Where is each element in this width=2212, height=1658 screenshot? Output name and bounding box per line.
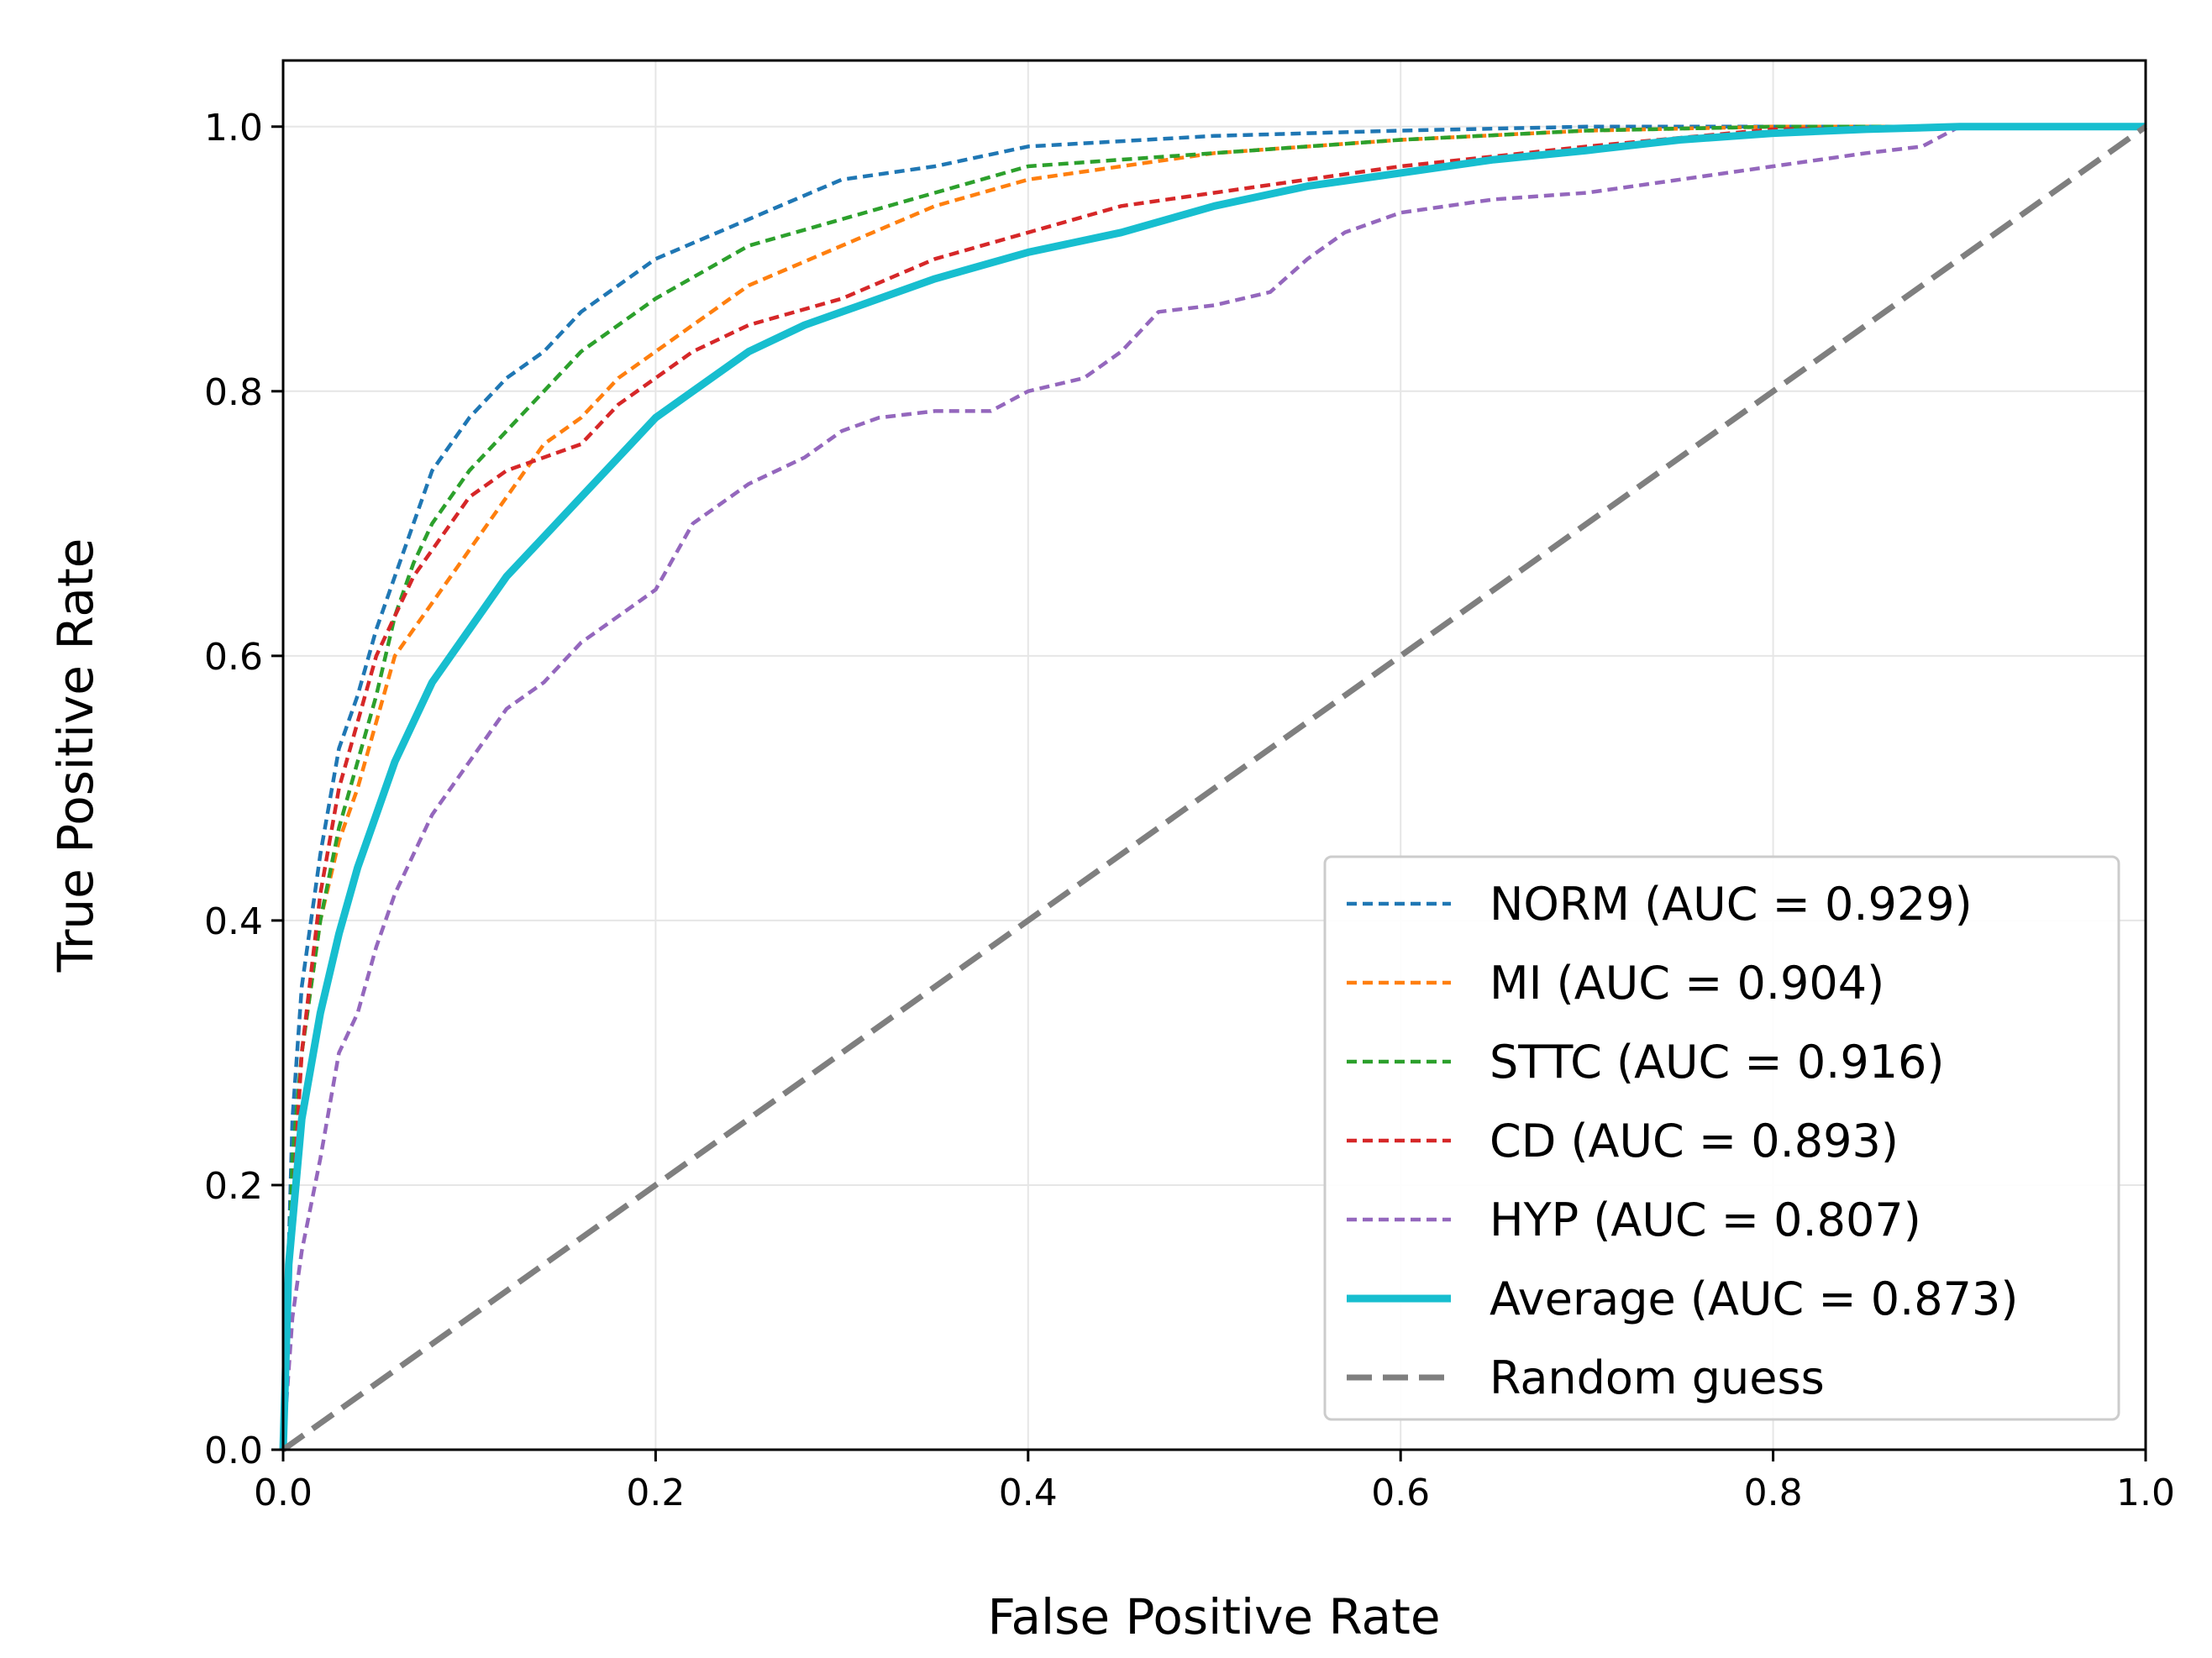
legend-label: CD (AUC = 0.893) [1490, 1115, 1899, 1167]
grid [282, 60, 2146, 1451]
series-line-cd [281, 124, 2146, 1451]
series-line-mi [281, 124, 2146, 1451]
plot-frame [281, 59, 2147, 1451]
x-tick-label: 0.8 [1744, 1472, 1803, 1514]
legend-box [1323, 855, 2120, 1421]
y-tick-label: 0.6 [204, 636, 263, 679]
y-tick-label: 0.2 [204, 1165, 263, 1208]
legend-label: STTC (AUC = 0.916) [1490, 1036, 1944, 1089]
y-tick-label: 0.8 [204, 371, 263, 414]
legend-label: HYP (AUC = 0.807) [1490, 1194, 1921, 1246]
legend-label: MI (AUC = 0.904) [1490, 957, 1884, 1010]
x-tick-label: 0.0 [254, 1472, 313, 1514]
series-line-norm [281, 124, 2146, 1451]
series-layer [279, 123, 2148, 1452]
y-tick-label: 0.4 [204, 900, 263, 943]
series-line-hyp [281, 124, 2146, 1451]
x-tick-label: 0.4 [999, 1472, 1058, 1514]
y-tick-label: 1.0 [204, 107, 263, 150]
legend-label: Random guess [1490, 1351, 1825, 1404]
series-line-average [279, 123, 2146, 1451]
legend-label: Average (AUC = 0.873) [1490, 1272, 2018, 1325]
x-tick-label: 0.2 [626, 1472, 685, 1514]
y-tick-label: 0.0 [204, 1430, 263, 1472]
legend: NORM (AUC = 0.929) MI (AUC = 0.904) STTC (… [1323, 855, 2120, 1421]
x-tick-label: 1.0 [2116, 1472, 2175, 1514]
legend-label: NORM (AUC = 0.929) [1490, 878, 1973, 931]
x-tick-label: 0.6 [1371, 1472, 1430, 1514]
x-axis-title: False Positive Rate [987, 1588, 1440, 1645]
y-axis-title: True Positive Rate [47, 538, 104, 973]
ticks-layer: 0.0 0.2 0.4 0.6 0.8 1.0 0.0 0.2 0.4 0.6 0.8 1.0 [204, 107, 2175, 1514]
series-line-random-guess [281, 123, 2148, 1452]
